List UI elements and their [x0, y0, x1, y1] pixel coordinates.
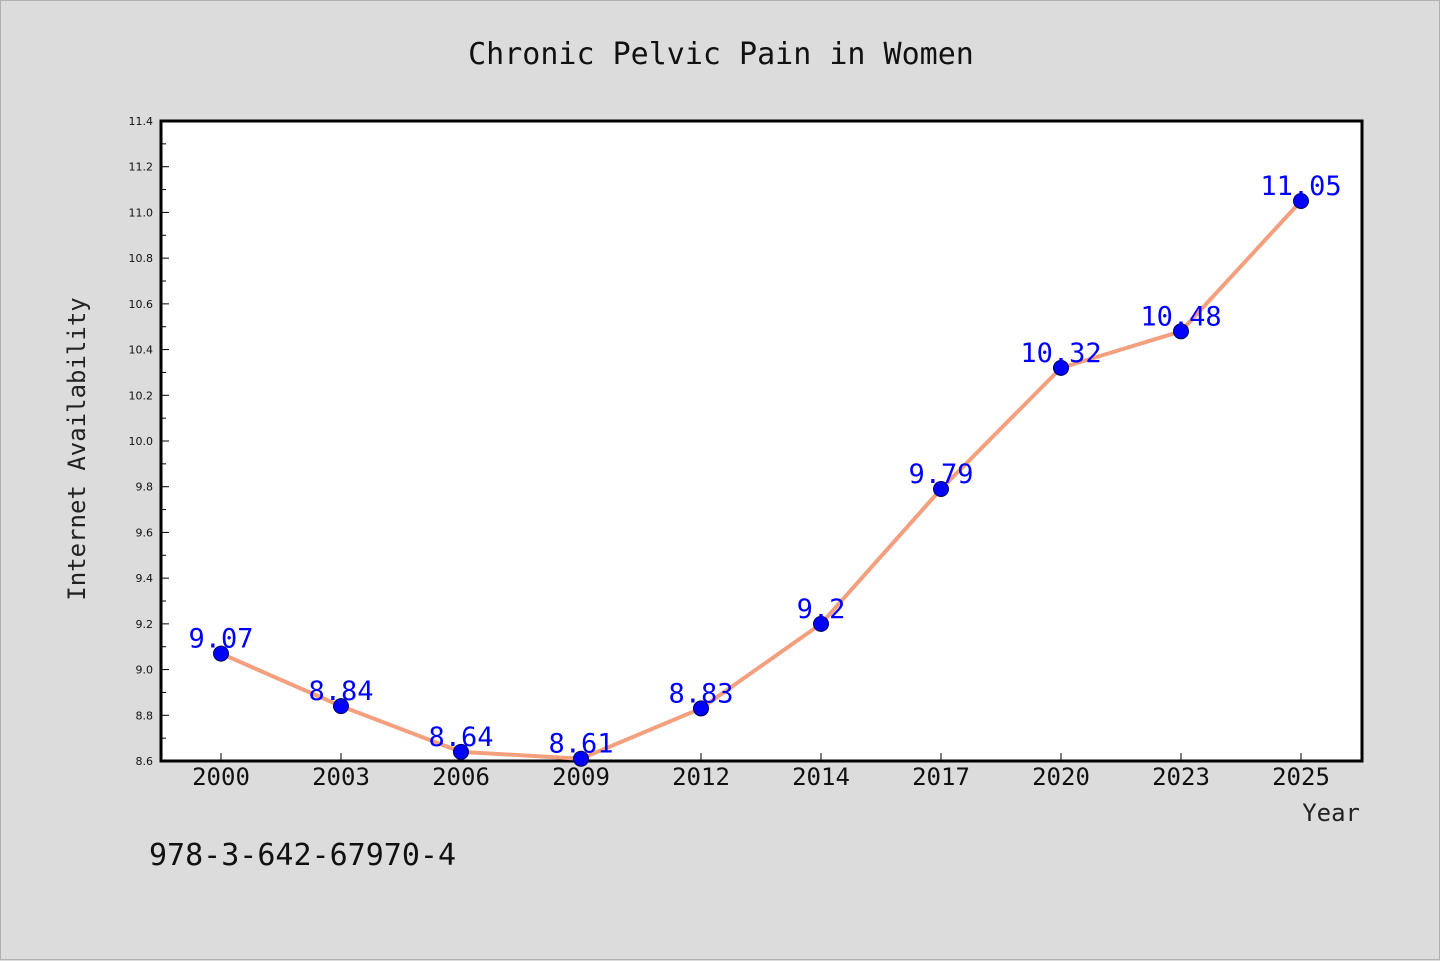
x-tick-label: 2023	[1152, 763, 1210, 791]
data-label: 9.79	[908, 459, 973, 490]
data-point	[1053, 359, 1069, 376]
x-tick-label: 2003	[312, 763, 370, 791]
data-label: 11.05	[1260, 171, 1341, 202]
data-label: 8.83	[668, 678, 733, 709]
y-tick-label: 8.8	[136, 709, 154, 722]
chart-title: Chronic Pelvic Pain in Women	[468, 37, 974, 72]
data-label: 8.61	[548, 729, 613, 760]
y-tick-label: 11.4	[129, 115, 154, 128]
data-label: 9.07	[188, 624, 253, 655]
y-tick-label: 10.6	[129, 298, 154, 311]
data-point	[573, 750, 589, 767]
x-tick-label: 2009	[552, 763, 610, 791]
x-axis: 2000 2003 2006 2009 2012 2014 2017 2020 2023 2025	[192, 753, 1330, 791]
data-label: 8.64	[428, 722, 493, 753]
data-label: 10.32	[1020, 338, 1101, 369]
y-tick-label: 9.8	[136, 481, 154, 494]
y-tick-label: 9.2	[136, 618, 154, 631]
data-point	[453, 743, 469, 760]
y-tick-label: 9.6	[136, 526, 154, 539]
y-tick-label: 9.4	[136, 572, 154, 585]
x-tick-label: 2020	[1032, 763, 1090, 791]
data-label: 8.84	[308, 676, 373, 707]
y-tick-label: 10.8	[129, 252, 154, 265]
x-tick-label: 2014	[792, 763, 850, 791]
y-tick-label: 8.6	[136, 755, 154, 768]
data-point	[813, 615, 829, 632]
x-tick-label: 2000	[192, 763, 250, 791]
data-point	[1173, 323, 1189, 340]
data-point	[213, 645, 229, 662]
data-markers	[213, 193, 1309, 767]
data-point	[333, 698, 349, 715]
y-tick-label: 11.2	[129, 161, 154, 174]
y-tick-label: 9.0	[136, 664, 154, 677]
data-point	[1293, 193, 1309, 209]
x-tick-label: 2017	[912, 763, 970, 791]
x-tick-label: 2025	[1272, 763, 1330, 791]
data-point	[933, 481, 949, 497]
y-tick-label: 10.0	[129, 435, 154, 448]
series-line	[220, 199, 1303, 761]
x-tick-label: 2006	[432, 763, 490, 791]
data-labels: 9.07 8.84 8.64 8.61 8.83 9.2 9.79 10.32 10.48 11.…	[188, 171, 1341, 760]
data-point	[693, 700, 709, 717]
x-tick-label: 2012	[672, 763, 730, 791]
y-axis-label: Internet Availability	[63, 297, 91, 600]
y-axis: 8.6 8.8 9.0 9.2 9.4 9.6 9.8 10.0 10.2 10.4 10.6 10.…	[129, 115, 169, 768]
y-tick-label: 10.4	[129, 344, 154, 357]
isbn-text: 978-3-642-67970-4	[149, 838, 456, 873]
data-label: 9.2	[797, 594, 846, 625]
x-axis-label: Year	[1302, 799, 1360, 827]
data-label: 10.48	[1140, 301, 1221, 332]
y-tick-label: 11.0	[129, 206, 154, 219]
plot-area	[159, 119, 1364, 763]
y-tick-label: 10.2	[129, 389, 154, 402]
